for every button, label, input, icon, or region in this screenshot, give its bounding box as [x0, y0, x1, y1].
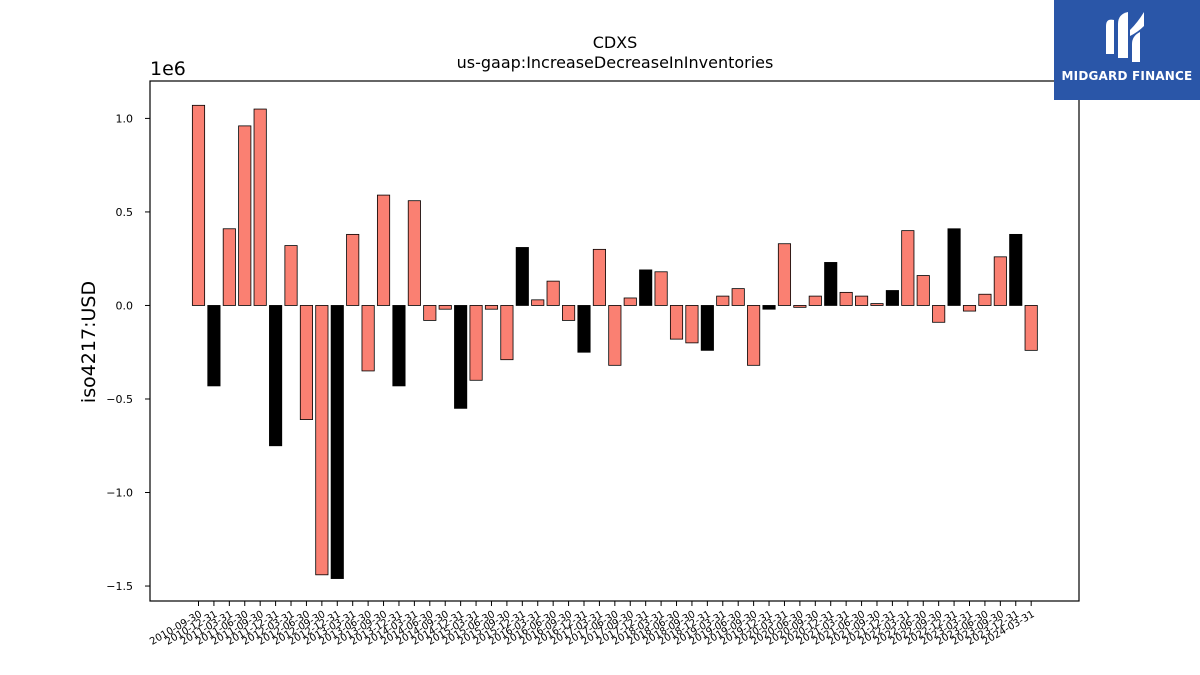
- bar: [839, 291, 853, 306]
- bar: [932, 305, 946, 323]
- midgard-logo: MIDGARD FINANCE: [1054, 0, 1200, 100]
- bar: [654, 271, 668, 306]
- bar: [855, 295, 869, 306]
- bar: [392, 305, 406, 387]
- bar: [361, 305, 375, 372]
- bar: [747, 305, 761, 366]
- chart-title: CDXS: [593, 33, 638, 52]
- bar: [978, 293, 992, 306]
- bar: [901, 230, 915, 306]
- bar: [346, 233, 360, 306]
- bar: [947, 228, 961, 306]
- x-axis: 2010-09-302010-12-312011-03-312011-06-30…: [148, 601, 1037, 648]
- bar: [500, 305, 514, 361]
- bar: [253, 108, 267, 306]
- y-axis: −1.5 −1.0 −0.5 0.0 0.5 1.0: [106, 112, 150, 593]
- bar: [222, 228, 236, 306]
- bar: [762, 305, 776, 310]
- bars-group: [191, 104, 1038, 579]
- bar: [793, 305, 807, 308]
- bar: [685, 305, 699, 344]
- y-tick-label: −1.5: [106, 580, 133, 593]
- bar: [885, 290, 899, 306]
- y-tick-label: 0.0: [116, 299, 134, 312]
- bar: [469, 305, 483, 381]
- y-axis-label: iso4217:USD: [78, 281, 100, 403]
- bar: [716, 295, 730, 306]
- y-offset-label: 1e6: [150, 58, 186, 80]
- bar: [207, 305, 221, 387]
- bar: [777, 243, 792, 306]
- bar: [191, 104, 206, 306]
- bar: [515, 247, 529, 306]
- bar: [238, 125, 252, 306]
- bar: [562, 305, 576, 321]
- bar: [669, 305, 684, 340]
- logo-text: MIDGARD FINANCE: [1061, 69, 1193, 83]
- bar: [299, 305, 313, 420]
- bar: [962, 305, 977, 312]
- bar: [315, 305, 329, 576]
- bar: [407, 200, 421, 306]
- bar: [731, 288, 745, 306]
- bar: [592, 248, 606, 306]
- bar: [870, 303, 884, 306]
- bar: [608, 305, 622, 366]
- bar: [376, 194, 391, 306]
- y-tick-label: 0.5: [116, 206, 134, 219]
- bar: [824, 262, 838, 306]
- bar: [1009, 233, 1023, 306]
- bar: [993, 256, 1007, 306]
- chart-subtitle: us-gaap:IncreaseDecreaseInInventories: [457, 53, 774, 72]
- bar: [284, 245, 298, 306]
- bar: [546, 280, 560, 306]
- bar: [531, 299, 545, 306]
- bar: [484, 305, 499, 310]
- y-tick-label: −0.5: [106, 393, 133, 406]
- bar: [423, 305, 437, 321]
- bar: [269, 305, 283, 447]
- bar: [700, 305, 714, 351]
- plot-frame: [149, 80, 1080, 602]
- y-tick-label: −1.0: [106, 487, 133, 500]
- bar: [916, 275, 930, 306]
- bar: [808, 295, 822, 306]
- y-tick-label: 1.0: [116, 112, 134, 125]
- bar: [577, 305, 591, 353]
- bar: [330, 305, 344, 579]
- bar: [1024, 305, 1038, 351]
- midgard-logo-icon: [1106, 12, 1144, 62]
- bar: [438, 305, 452, 310]
- bar: [639, 269, 653, 306]
- bar: [623, 297, 637, 306]
- bar: [454, 305, 468, 409]
